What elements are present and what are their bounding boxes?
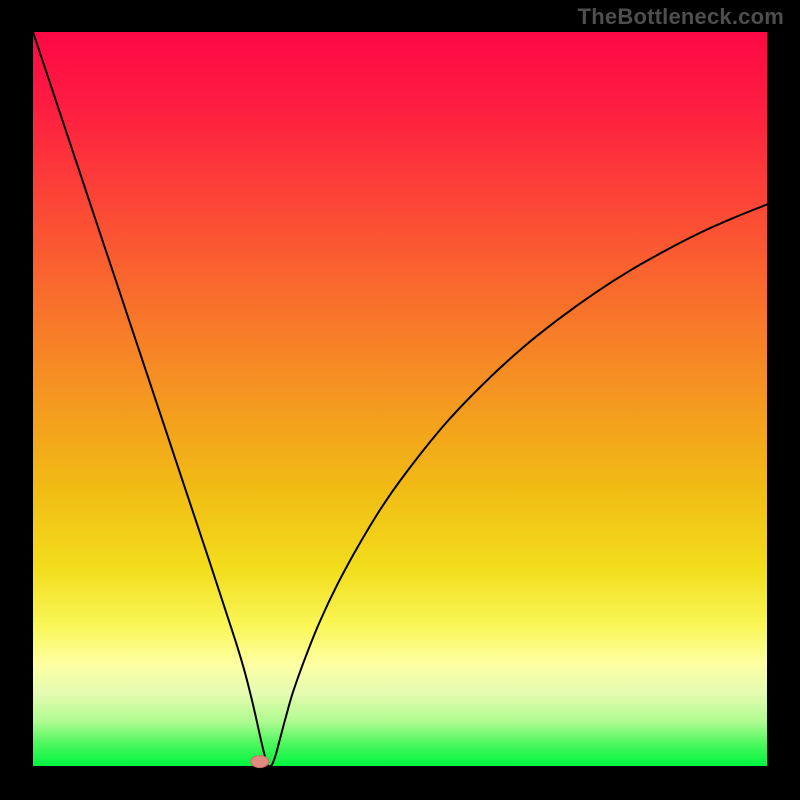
plot-area: [33, 32, 767, 766]
bottleneck-curve-chart: [0, 0, 800, 800]
watermark-text: TheBottleneck.com: [578, 4, 784, 30]
minimum-marker: [251, 756, 269, 768]
chart-stage: TheBottleneck.com: [0, 0, 800, 800]
